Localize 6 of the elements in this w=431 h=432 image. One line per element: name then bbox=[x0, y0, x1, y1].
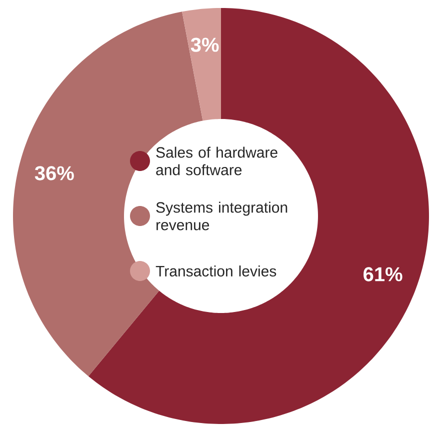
legend-label: Systems integration revenue bbox=[156, 202, 288, 230]
data-label: 61% bbox=[364, 267, 402, 282]
data-label: 3% bbox=[190, 38, 219, 52]
data-label: 36% bbox=[34, 166, 74, 180]
legend-label: Sales of hardware and software bbox=[156, 146, 278, 176]
legend-label: Transaction levies bbox=[156, 265, 276, 276]
